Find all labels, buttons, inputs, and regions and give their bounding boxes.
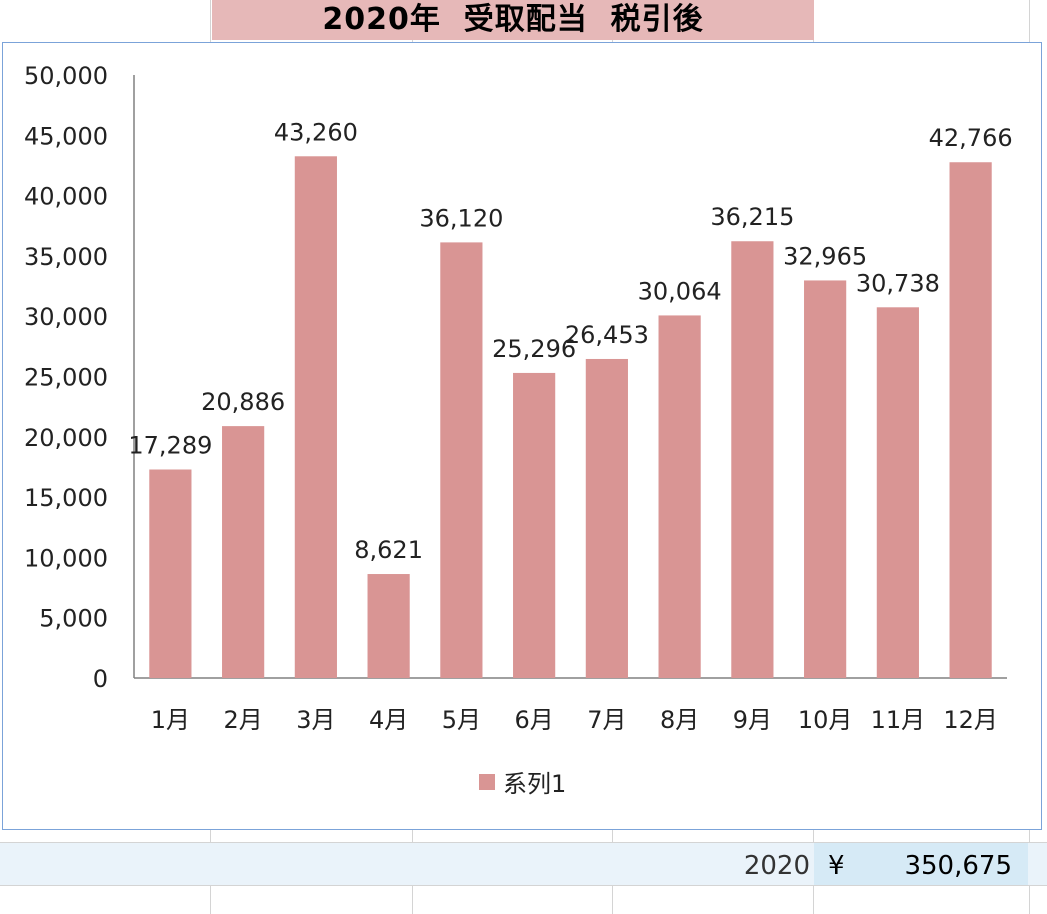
y-tick-label: 40,000 <box>24 183 108 211</box>
x-tick-label: 3月 <box>296 706 335 734</box>
chart-area[interactable]: 0 5,000 10,000 15,000 20,000 25,000 30,000 35,0… <box>2 42 1042 830</box>
y-tick-label: 45,000 <box>24 122 108 150</box>
x-tick-label: 10月 <box>798 706 853 734</box>
sheet-title-cell[interactable]: 2020年 受取配当 税引後 <box>212 0 814 40</box>
bar <box>658 315 701 678</box>
data-label: 42,766 <box>929 124 1013 152</box>
data-label: 20,886 <box>201 388 285 416</box>
x-tick-label: 5月 <box>442 706 481 734</box>
y-tick-label: 5,000 <box>39 605 108 633</box>
y-tick-label: 10,000 <box>24 544 108 572</box>
x-tick-label: 2月 <box>223 706 262 734</box>
data-label: 36,120 <box>419 204 503 232</box>
bar <box>804 280 847 678</box>
grid-row-line <box>0 842 1047 843</box>
legend-label: 系列1 <box>503 770 566 798</box>
legend-swatch <box>479 774 495 790</box>
bar <box>949 162 992 678</box>
y-tick-label: 50,000 <box>24 62 108 90</box>
bar <box>513 372 556 678</box>
data-label: 8,621 <box>354 536 423 564</box>
data-label: 32,965 <box>783 242 867 270</box>
bar <box>367 574 410 678</box>
bar <box>876 307 919 678</box>
x-tick-label: 8月 <box>660 706 699 734</box>
x-tick-label: 6月 <box>514 706 553 734</box>
bar <box>585 358 628 678</box>
y-tick-label: 15,000 <box>24 484 108 512</box>
x-tick-label: 1月 <box>151 706 190 734</box>
bar <box>731 241 774 678</box>
grid-row-line <box>0 885 1047 886</box>
footer-total-value: 350,675 <box>904 851 1012 881</box>
footer-year-cell[interactable]: 2020 <box>743 851 810 881</box>
y-tick-label: 35,000 <box>24 243 108 271</box>
x-tick-label: 12月 <box>943 706 998 734</box>
y-tick-label: 0 <box>93 665 108 693</box>
data-label: 26,453 <box>565 321 649 349</box>
x-tick-label: 4月 <box>369 706 408 734</box>
data-label: 30,064 <box>638 277 722 305</box>
data-label: 17,289 <box>128 431 212 459</box>
data-label: 36,215 <box>710 203 794 231</box>
footer-total-cell[interactable] <box>814 843 1028 885</box>
bar <box>440 242 483 678</box>
x-tick-label: 9月 <box>733 706 772 734</box>
x-tick-label: 7月 <box>587 706 626 734</box>
data-label: 25,296 <box>492 335 576 363</box>
y-tick-label: 20,000 <box>24 424 108 452</box>
currency-symbol: ¥ <box>828 851 845 881</box>
bar-chart: 0 5,000 10,000 15,000 20,000 25,000 30,000 35,0… <box>24 62 1013 798</box>
y-tick-label: 30,000 <box>24 303 108 331</box>
bar <box>294 156 337 678</box>
data-label: 30,738 <box>856 269 940 297</box>
y-tick-label: 25,000 <box>24 364 108 392</box>
bar <box>222 426 265 678</box>
x-tick-label: 11月 <box>871 706 926 734</box>
data-label: 43,260 <box>274 118 358 146</box>
bar <box>149 469 192 678</box>
